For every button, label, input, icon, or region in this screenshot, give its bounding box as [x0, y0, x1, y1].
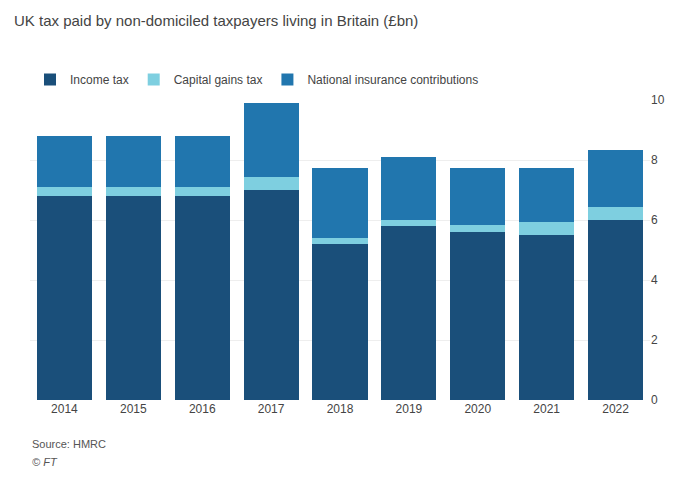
svg-text:Income tax: Income tax — [70, 73, 129, 87]
svg-text:2019: 2019 — [396, 402, 423, 416]
svg-text:2: 2 — [651, 333, 658, 347]
svg-text:© FT: © FT — [32, 456, 58, 468]
svg-text:2014: 2014 — [51, 402, 78, 416]
svg-text:10: 10 — [651, 93, 665, 107]
svg-text:6: 6 — [651, 213, 658, 227]
svg-text:2021: 2021 — [533, 402, 560, 416]
svg-text:2022: 2022 — [602, 402, 629, 416]
svg-text:National insurance contributio: National insurance contributions — [307, 73, 478, 87]
svg-text:4: 4 — [651, 273, 658, 287]
svg-text:UK tax paid by non-domiciled t: UK tax paid by non-domiciled taxpayers l… — [14, 12, 418, 29]
svg-text:2016: 2016 — [189, 402, 216, 416]
svg-text:2017: 2017 — [258, 402, 285, 416]
svg-text:Source: HMRC: Source: HMRC — [32, 438, 106, 450]
svg-text:2018: 2018 — [327, 402, 354, 416]
svg-text:2015: 2015 — [120, 402, 147, 416]
svg-text:2020: 2020 — [464, 402, 491, 416]
svg-text:Capital gains tax: Capital gains tax — [174, 73, 263, 87]
svg-text:0: 0 — [651, 393, 658, 407]
svg-text:8: 8 — [651, 153, 658, 167]
